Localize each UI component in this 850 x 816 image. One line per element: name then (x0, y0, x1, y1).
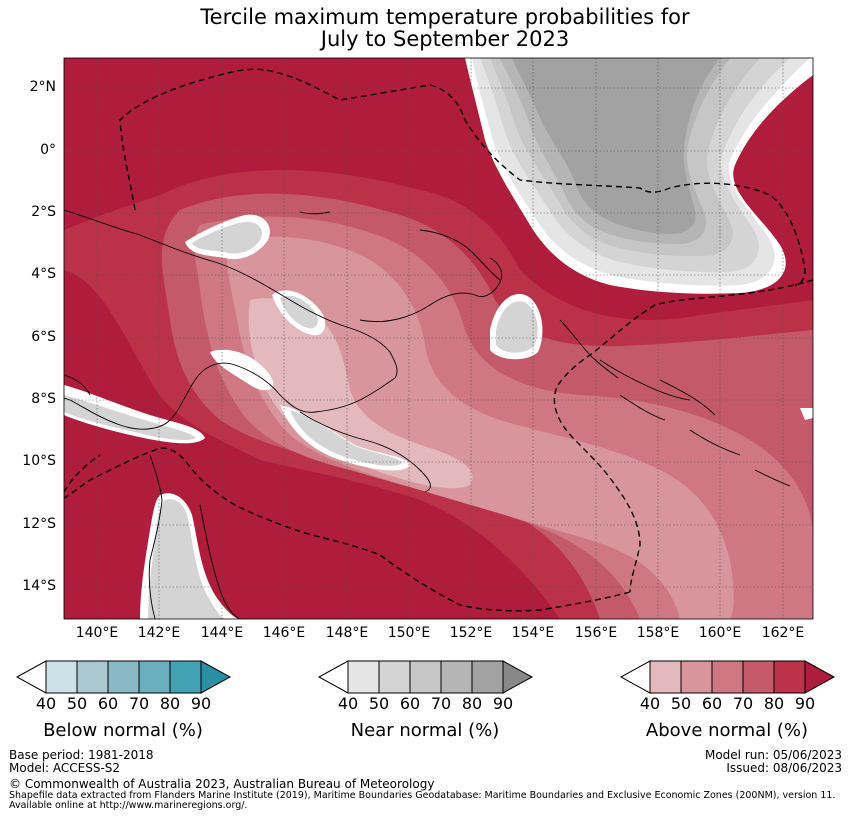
colorbar-swatch (649, 660, 682, 694)
map-frame (63, 57, 814, 620)
colorbar-swatch (378, 660, 411, 694)
colorbar-swatch (347, 660, 380, 694)
below-normal-colorbar (16, 660, 232, 694)
above-normal-label: Above normal (%) (645, 720, 809, 741)
tick-label: 50 (66, 694, 88, 713)
near-normal-patch-torres-strait-inner (64, 395, 196, 441)
lat-label: 2°S (31, 204, 56, 220)
tick-label: 70 (128, 694, 150, 713)
colorbar-swatch (138, 660, 171, 694)
base-period: Base period: 1981-2018 (9, 748, 154, 762)
lon-label: 146°E (262, 625, 306, 641)
tick-label: 70 (430, 694, 452, 713)
lat-label: 0° (40, 142, 56, 158)
above-normal-colorbar (620, 660, 836, 694)
lat-label: 10°S (22, 453, 56, 469)
colorbar-swatch (107, 660, 140, 694)
lon-label: 154°E (511, 625, 555, 641)
tick-label: 40 (35, 694, 57, 713)
lon-label: 140°E (75, 625, 119, 641)
lon-label: 142°E (137, 625, 181, 641)
near-normal-patch-gulf-papua (210, 349, 274, 391)
colorbar-swatch (773, 660, 806, 694)
tick-label: 80 (159, 694, 181, 713)
tick-label: 60 (399, 694, 421, 713)
graticule (64, 58, 813, 619)
lat-label: 2°N (29, 79, 56, 95)
near-normal-patch-central-ng-inner (280, 295, 318, 329)
near-normal-patch-south-ng-inner (290, 410, 402, 466)
map-title-line2: July to September 2023 (320, 27, 570, 51)
near-normal-patch-new-guinea-inner (192, 221, 263, 254)
tick-label: 70 (732, 694, 754, 713)
colorbar-swatch (711, 660, 744, 694)
near-normal-80-region (512, 58, 720, 235)
near-normal-label: Near normal (%) (350, 720, 500, 741)
above-normal-50-region (227, 236, 734, 619)
model-run: Model run: 05/06/2023 (704, 748, 842, 762)
lon-label: 158°E (636, 625, 680, 641)
copyright: © Commonwealth of Australia 2023, Austra… (9, 777, 435, 791)
tick-label: 90 (794, 694, 816, 713)
below-normal-label: Below normal (%) (43, 720, 203, 741)
lon-label: 160°E (698, 625, 742, 641)
lat-label: 4°S (31, 266, 56, 282)
above-normal-40-region (248, 298, 473, 489)
tick-label: 90 (190, 694, 212, 713)
near-normal-patch-east-edge (800, 408, 813, 420)
colorbar-swatch (742, 660, 775, 694)
colorbar-swatch (76, 660, 109, 694)
near-normal-colorbar (318, 660, 534, 694)
tick-label: 80 (763, 694, 785, 713)
colorbar-swatch (471, 660, 504, 694)
colorbar-swatch (502, 660, 534, 694)
probability-map (63, 57, 814, 620)
lon-label: 150°E (387, 625, 431, 641)
shapefile-credit: Shapefile data extracted from Flanders M… (9, 790, 836, 801)
lat-label: 12°S (22, 516, 56, 532)
tick-label: 50 (670, 694, 692, 713)
map-title-line1: Tercile maximum temperature probabilitie… (200, 5, 690, 29)
tick-label: 40 (639, 694, 661, 713)
tick-label: 60 (97, 694, 119, 713)
near-normal-patch-solomon-sea-inner (496, 301, 538, 353)
colorbar-swatch (440, 660, 473, 694)
eez-boundaries (64, 68, 813, 612)
colorbar-swatch (169, 660, 202, 694)
issued-date: Issued: 08/06/2023 (726, 761, 842, 775)
tick-label: 80 (461, 694, 483, 713)
colorbar-swatch (45, 660, 78, 694)
lat-label: 6°S (31, 329, 56, 345)
coastlines (64, 209, 791, 619)
colorbar-swatch (804, 660, 836, 694)
tick-label: 90 (492, 694, 514, 713)
colorbar-swatch (680, 660, 713, 694)
lon-label: 144°E (200, 625, 244, 641)
colorbar-swatch (200, 660, 232, 694)
model-name: Model: ACCESS-S2 (9, 761, 121, 775)
lat-label: 14°S (22, 578, 56, 594)
lat-label: 8°S (31, 391, 56, 407)
tick-label: 50 (368, 694, 390, 713)
lon-label: 152°E (449, 625, 493, 641)
lon-label: 148°E (325, 625, 369, 641)
lon-label: 156°E (574, 625, 618, 641)
lon-label: 162°E (761, 625, 805, 641)
shapefile-url: Available online at http://www.marinereg… (9, 800, 248, 811)
tick-label: 40 (337, 694, 359, 713)
colorbar-swatch (409, 660, 442, 694)
near-normal-patch-cape-york-inner (148, 499, 226, 619)
tick-label: 60 (701, 694, 723, 713)
